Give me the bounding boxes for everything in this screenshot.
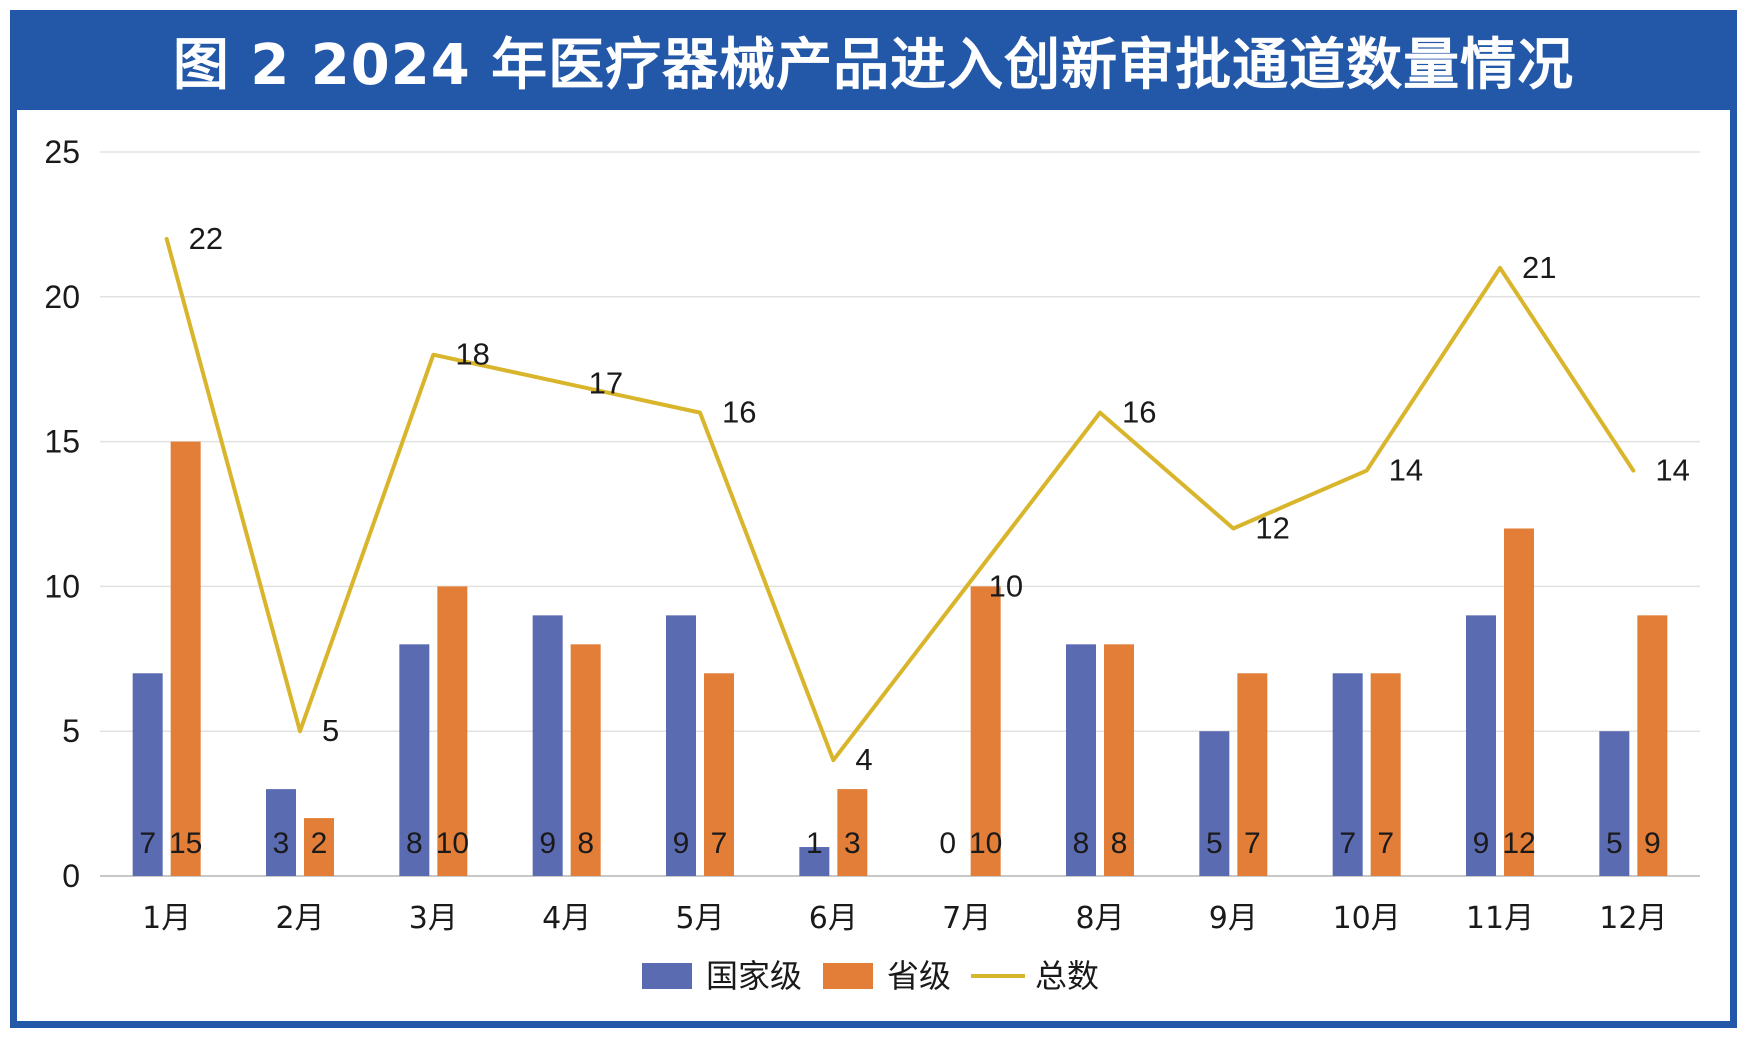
bar-value-label: 7	[1339, 827, 1356, 860]
bar-value-label: 9	[1473, 827, 1490, 860]
legend-label: 总数	[1035, 957, 1099, 995]
bar-value-label: 7	[1377, 827, 1394, 860]
legend-label: 国家级	[706, 957, 802, 995]
bar-provincial	[1237, 673, 1268, 876]
y-tick-label: 25	[44, 134, 80, 170]
bar-provincial	[304, 818, 334, 876]
bar-national	[1199, 731, 1230, 876]
bar-national	[1466, 615, 1496, 876]
line-value-label: 22	[189, 221, 223, 256]
bar-value-label: 10	[436, 827, 469, 860]
chart-title: 图 2 2024 年医疗器械产品进入创新审批通道数量情况	[10, 10, 1737, 110]
line-value-label: 12	[1255, 510, 1289, 545]
bar-value-label: 1	[806, 827, 823, 860]
bar-value-label: 5	[1206, 827, 1223, 860]
bar-value-label: 8	[406, 827, 423, 860]
line-value-label: 16	[1122, 395, 1156, 430]
x-tick-label: 8月	[1075, 901, 1124, 936]
x-tick-label: 5月	[675, 901, 724, 936]
line-value-label: 21	[1522, 250, 1556, 285]
bar-national	[1066, 644, 1096, 876]
bar-value-label: 8	[1111, 827, 1128, 860]
bar-national	[799, 847, 830, 876]
legend: 国家级 省级 总数	[642, 957, 1099, 995]
bar-value-label: 0	[939, 827, 956, 860]
legend-swatch	[823, 963, 873, 989]
bar-layer	[132, 441, 1668, 876]
y-tick-label: 5	[62, 713, 80, 749]
bar-value-label: 7	[139, 827, 156, 860]
bar-provincial	[1637, 615, 1668, 876]
x-tick-label: 11月	[1466, 901, 1534, 936]
y-tick-label: 15	[44, 424, 80, 460]
bar-provincial	[1370, 673, 1401, 876]
x-tick-label: 7月	[942, 901, 991, 936]
bar-national	[1599, 731, 1630, 876]
x-tick-label: 4月	[542, 901, 591, 936]
bar-value-label: 7	[711, 827, 728, 860]
bar-value-label: 12	[1502, 827, 1535, 860]
line-layer	[164, 236, 1636, 763]
bar-value-label: 9	[539, 827, 556, 860]
bar-provincial	[570, 644, 601, 876]
line-value-label: 4	[855, 742, 872, 777]
x-tick-label: 10月	[1333, 901, 1401, 936]
chart-frame	[10, 10, 1737, 1028]
bar-national	[132, 673, 163, 876]
x-tick-label: 3月	[409, 901, 458, 936]
line-value-label: 18	[455, 337, 489, 372]
bar-value-label: 3	[844, 827, 861, 860]
y-tick-label: 0	[62, 858, 80, 894]
y-axis: 0 5 10 15 20 25	[44, 134, 80, 894]
bar-provincial	[437, 586, 468, 876]
bar-value-label: 8	[577, 827, 594, 860]
y-tick-label: 20	[44, 279, 80, 315]
bar-national	[532, 615, 563, 876]
line-value-label: 14	[1389, 453, 1423, 488]
bar-national	[666, 615, 696, 876]
x-tick-label: 6月	[809, 901, 858, 936]
legend-label: 省级	[887, 957, 951, 995]
legend-swatch	[642, 963, 692, 989]
bar-value-label: 10	[969, 827, 1002, 860]
line-value-label: 10	[989, 568, 1023, 603]
line-value-label: 14	[1655, 453, 1689, 488]
bar-provincial	[1504, 528, 1534, 876]
x-tick-label: 9月	[1209, 901, 1258, 936]
bar-provincial	[837, 789, 868, 876]
bar-value-label: 9	[1644, 827, 1661, 860]
x-tick-label: 1月	[142, 901, 191, 936]
bar-provincial	[1104, 644, 1134, 876]
x-axis: 1月 2月 3月 4月 5月 6月 7月 8月 9月 10月 11月 12月	[142, 901, 1667, 936]
series-line-total	[164, 236, 1636, 763]
bar-value-label: 8	[1073, 827, 1090, 860]
bar-value-label: 2	[311, 827, 328, 860]
line-value-label: 17	[589, 366, 623, 401]
bar-value-label: 7	[1244, 827, 1261, 860]
x-tick-label: 2月	[275, 901, 324, 936]
bar-value-label: 3	[273, 827, 290, 860]
grid-layer	[100, 151, 1700, 877]
bar-national	[399, 644, 430, 876]
bar-provincial	[970, 586, 1001, 876]
bar-provincial	[170, 441, 201, 876]
line-value-label: 16	[722, 395, 756, 430]
bar-provincial	[704, 673, 734, 876]
line-value-label: 5	[322, 713, 339, 748]
y-tick-label: 10	[44, 568, 80, 604]
data-labels: 7 15 3 2 8 10 9 8 9 7 1 3 0 10 8 8 5 7 7 7 9 12 5 9225181716410…	[139, 221, 1689, 860]
bar-value-label: 5	[1606, 827, 1623, 860]
bar-national	[266, 789, 296, 876]
bar-national	[1332, 673, 1363, 876]
bar-value-label: 9	[673, 827, 690, 860]
bar-value-label: 15	[169, 827, 202, 860]
x-tick-label: 12月	[1599, 901, 1667, 936]
